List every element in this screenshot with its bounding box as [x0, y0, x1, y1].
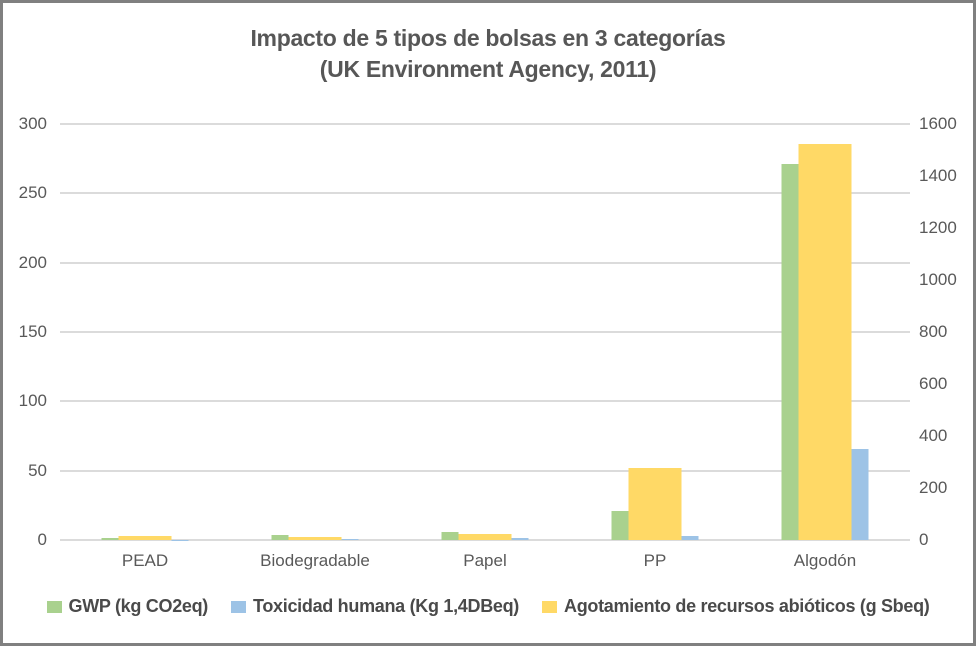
legend-label-agotamiento: Agotamiento de recursos abióticos (g Sbe…: [564, 596, 930, 616]
bar: [611, 510, 629, 540]
bar: [628, 468, 682, 540]
left-axis-tick: 150: [18, 322, 47, 341]
right-axis-tick: 200: [919, 478, 948, 497]
category-label: Biodegradable: [260, 551, 370, 570]
gwp-swatch-icon: [46, 600, 62, 613]
bar: [681, 536, 699, 540]
legend-item-gwp: GWP (kg CO2eq): [46, 596, 209, 617]
gridline: [60, 261, 910, 264]
left-axis-tick: 200: [18, 252, 47, 272]
bar-group-pead: [101, 536, 189, 540]
bar: [511, 537, 529, 540]
bar: [341, 538, 359, 540]
bar: [851, 448, 869, 540]
bar: [288, 536, 342, 540]
bar: [458, 534, 512, 540]
legend-item-agotamiento: Agotamiento de recursos abióticos (g Sbe…: [542, 596, 930, 617]
left-axis-tick: 300: [18, 114, 47, 133]
gridline: [60, 469, 910, 472]
right-axis-tick: 1200: [919, 218, 957, 237]
chart-title-line1: Impacto de 5 tipos de bolsas en 3 catego…: [250, 25, 726, 51]
right-axis-tick: 1400: [919, 166, 957, 185]
bar: [798, 143, 852, 540]
left-axis-tick: 100: [18, 391, 47, 411]
bar: [271, 534, 289, 540]
plot-area: 0 50 100 150 200 250 300 0 200 400 600 800 1000 1200 1…: [19, 114, 957, 570]
right-axis-tick: 400: [919, 426, 948, 445]
gridline: [60, 123, 910, 125]
category-label: Algodón: [793, 551, 857, 570]
gridline: [60, 331, 910, 333]
bar: [781, 163, 799, 540]
bar-group-biodegradable: [271, 534, 359, 540]
bar: [101, 537, 119, 540]
right-axis-tick: 600: [919, 374, 948, 393]
right-axis-tick: 0: [919, 530, 929, 549]
left-axis-tick: 250: [18, 183, 47, 203]
right-axis-tick: 1600: [919, 114, 957, 133]
legend-label-toxicidad: Toxicidad humana (Kg 1,4DBeq): [253, 596, 520, 616]
legend: GWP (kg CO2eq) Toxicidad humana (Kg 1,4D…: [3, 596, 973, 617]
chart-title-line2: (UK Environment Agency, 2011): [319, 56, 657, 82]
toxicidad-swatch-icon: [231, 600, 246, 613]
right-axis-tick: 800: [919, 322, 948, 341]
bar: [441, 532, 459, 540]
category-label: PP: [643, 551, 667, 570]
left-axis-tick: 50: [28, 460, 47, 480]
agotamiento-swatch-icon: [542, 600, 558, 613]
gridline: [60, 192, 910, 195]
gridline: [60, 400, 910, 403]
category-label: Papel: [463, 551, 507, 570]
bar-group-papel: [441, 532, 529, 540]
legend-item-toxicidad: Toxicidad humana (Kg 1,4DBeq): [231, 596, 519, 617]
bar-group-algodón: [781, 143, 869, 540]
legend-label-gwp: GWP (kg CO2eq): [68, 596, 209, 616]
gridline: [60, 539, 910, 541]
left-axis-tick: 0: [37, 530, 47, 549]
bar: [118, 536, 172, 540]
category-label: PEAD: [121, 551, 169, 570]
bar-group-pp: [611, 468, 699, 540]
right-axis-tick: 1000: [919, 270, 957, 289]
chart-title: Impacto de 5 tipos de bolsas en 3 catego…: [3, 23, 973, 85]
